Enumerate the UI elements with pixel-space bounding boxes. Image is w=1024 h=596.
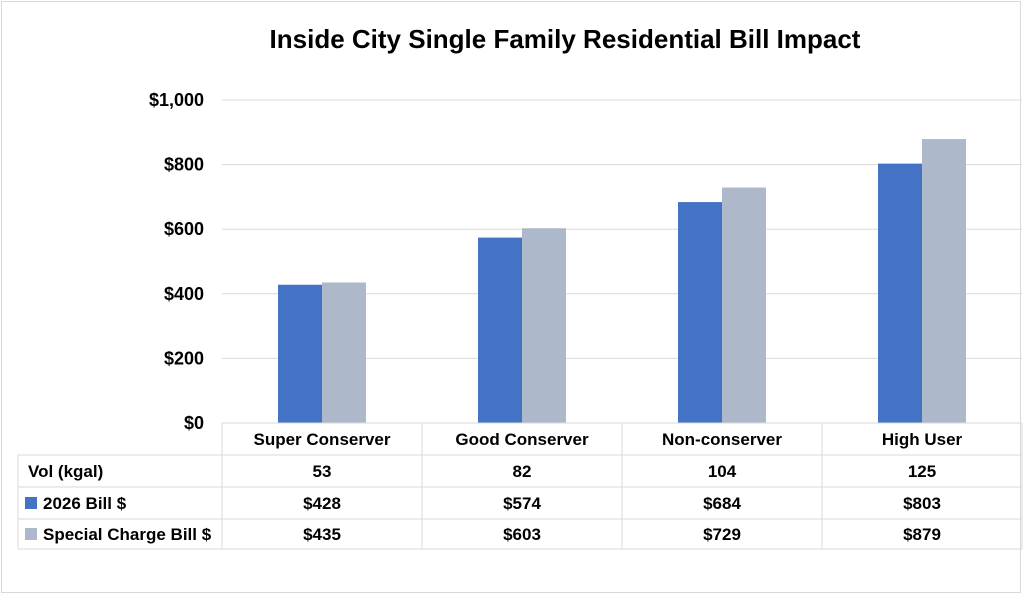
table-cell-volume: 53: [313, 462, 332, 481]
table-cell-volume: 125: [908, 462, 936, 481]
y-tick-label: $200: [164, 348, 204, 368]
x-tick-label: Good Conserver: [455, 430, 589, 449]
y-tick-label: $400: [164, 284, 204, 304]
bar-special-charge-3: [922, 139, 966, 423]
y-tick-label: $600: [164, 219, 204, 239]
bar-bill-2026-2: [678, 202, 722, 423]
data-label: $879: [903, 525, 941, 544]
x-tick-label: High User: [882, 430, 963, 449]
data-label: $803: [903, 494, 941, 513]
bar-special-charge-0: [322, 282, 366, 423]
y-tick-label: $1,000: [149, 90, 204, 110]
bars: [278, 139, 966, 424]
data-table: Super Conserver Good Conserver Non-conserv…: [17, 422, 1023, 550]
data-label: $435: [303, 525, 341, 544]
bar-special-charge-1: [522, 228, 566, 423]
data-label: $684: [703, 494, 741, 513]
x-tick-label: Super Conserver: [254, 430, 391, 449]
bar-bill-2026-0: [278, 284, 322, 423]
y-tick-label: $800: [164, 155, 204, 175]
y-axis-ticks: $0 $200 $400 $600 $800 $1,000: [149, 90, 204, 433]
data-label: $574: [503, 494, 541, 513]
bar-bill-2026-3: [878, 163, 922, 424]
legend-label: 2026 Bill $: [43, 494, 127, 513]
x-tick-label: Non-conserver: [662, 430, 782, 449]
legend-swatch: [25, 497, 37, 509]
bar-bill-2026-1: [478, 237, 522, 423]
data-label: $603: [503, 525, 541, 544]
y-tick-label: $0: [184, 413, 204, 433]
legend-swatch: [25, 528, 37, 540]
table-cell-volume: 82: [513, 462, 532, 481]
row-label-volume: Vol (kgal): [28, 462, 103, 481]
data-label: $428: [303, 494, 341, 513]
table-cell-volume: 104: [708, 462, 737, 481]
legend-label: Special Charge Bill $: [43, 525, 212, 544]
data-label: $729: [703, 525, 741, 544]
bar-special-charge-2: [722, 187, 766, 423]
chart-title: Inside City Single Family Residential Bi…: [270, 24, 861, 54]
